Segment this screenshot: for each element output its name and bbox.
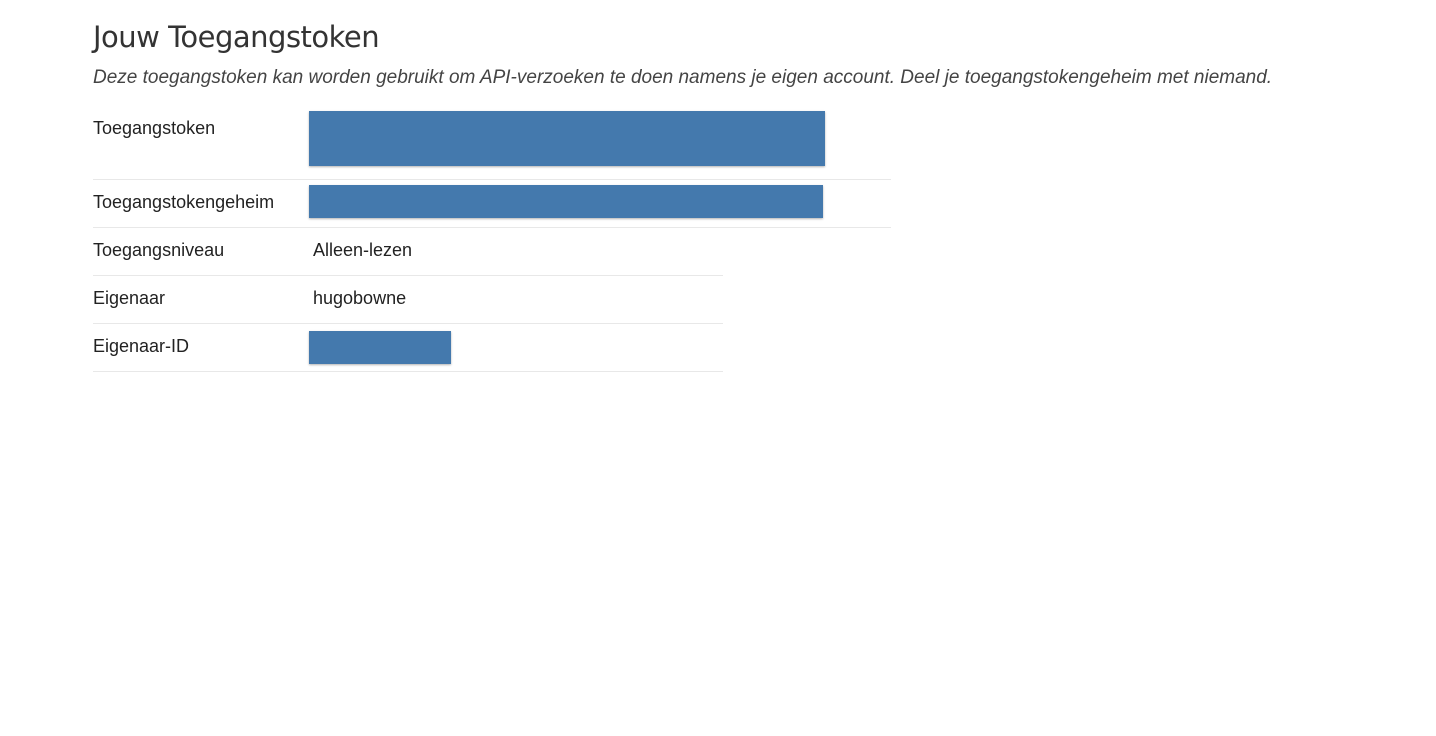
subtitle: Deze toegangstoken kan worden gebruikt o… bbox=[93, 67, 1273, 88]
redaction bbox=[309, 185, 823, 218]
value: hugobowne bbox=[313, 288, 407, 308]
label: Toegangstoken bbox=[93, 118, 216, 138]
row: Eigenaar hugobowne bbox=[93, 276, 723, 324]
row: Toegangstoken bbox=[93, 110, 891, 180]
redaction bbox=[309, 331, 451, 364]
value: Alleen-lezen bbox=[313, 240, 413, 260]
label: Eigenaar-ID bbox=[93, 336, 190, 356]
label: Eigenaar bbox=[93, 288, 166, 308]
row: Toegangsniveau Alleen-lezen bbox=[93, 228, 723, 276]
row: Toegangstokengeheim bbox=[93, 180, 891, 228]
label: Toegangstokengeheim bbox=[93, 192, 275, 212]
title: Jouw Toegangstoken bbox=[93, 20, 380, 54]
row: Eigenaar-ID bbox=[93, 324, 723, 372]
label: Toegangsniveau bbox=[93, 240, 225, 260]
redaction bbox=[309, 111, 825, 166]
